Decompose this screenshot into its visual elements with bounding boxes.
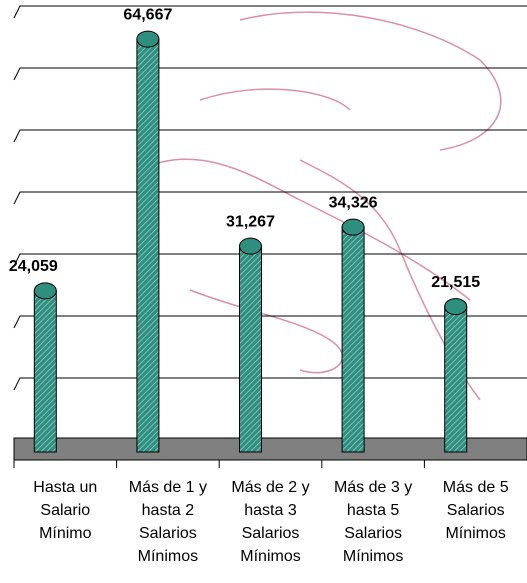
x-tick-label: Hasta un Salario Mínimo <box>15 476 115 545</box>
grid-line <box>14 130 527 142</box>
data-label: 34,326 <box>329 194 378 211</box>
data-label: 64,667 <box>123 6 172 23</box>
grid-line <box>14 192 527 204</box>
bar-cap <box>445 299 467 315</box>
x-tick-label: Más de 3 y hasta 5 Salarios Mínimos <box>323 476 423 568</box>
bar-cap <box>240 238 262 254</box>
grid-line <box>14 254 527 266</box>
bar-cap <box>342 219 364 235</box>
bar-body <box>137 39 159 452</box>
x-tick-label: Más de 2 y hasta 3 Salarios Mínimos <box>221 476 321 568</box>
bar-cap <box>34 283 56 299</box>
page: 24,059 64,667 31,267 34,326 21,515 Hasta un … <box>0 0 527 583</box>
grid-line <box>14 68 527 80</box>
x-tick-label: Más de 1 y hasta 2 Salarios Mínimos <box>118 476 218 568</box>
bar-cap <box>137 31 159 47</box>
bar-body <box>342 227 364 452</box>
bar <box>137 31 159 452</box>
bar <box>342 219 364 452</box>
data-label: 24,059 <box>9 258 58 275</box>
bar <box>34 283 56 452</box>
bar <box>445 299 467 452</box>
bar <box>240 238 262 452</box>
bar-body <box>445 307 467 452</box>
bar-body <box>240 246 262 452</box>
data-label: 31,267 <box>226 213 275 230</box>
bar-body <box>34 291 56 452</box>
data-label: 21,515 <box>431 274 480 291</box>
grid-line <box>14 6 527 18</box>
x-tick-label: Más de 5 Salarios Mínimos <box>426 476 526 545</box>
